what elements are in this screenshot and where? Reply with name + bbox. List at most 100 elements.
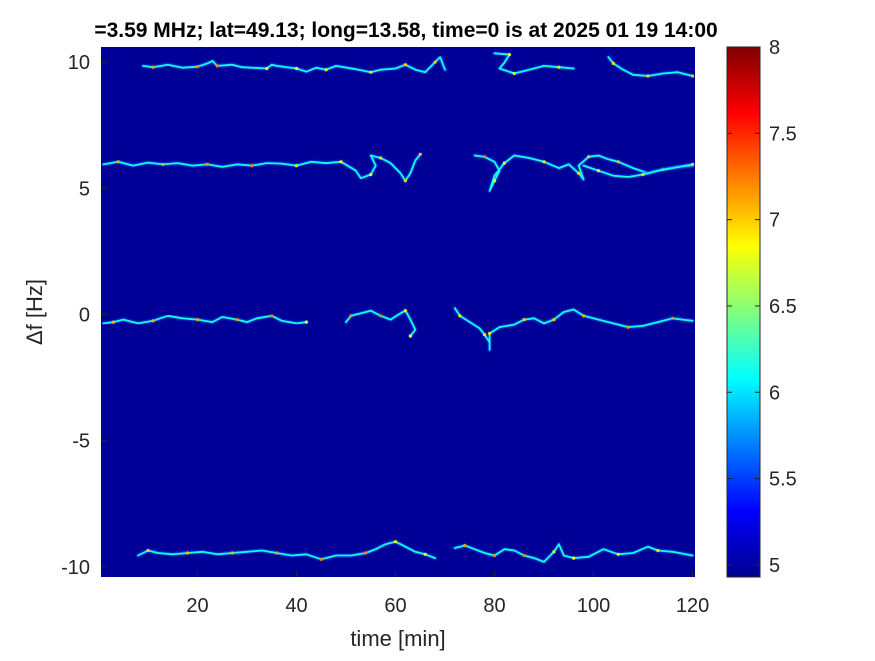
trace-peak — [626, 325, 630, 329]
trace-peak — [195, 318, 200, 322]
trace-peak — [304, 320, 308, 324]
trace-peak — [408, 334, 412, 338]
trace-peak — [690, 74, 695, 78]
trace-peak — [205, 162, 209, 166]
x-tick-label: 100 — [577, 595, 610, 617]
trace-peak — [294, 66, 299, 71]
trace-line — [582, 163, 694, 178]
trace-peak — [403, 179, 407, 183]
x-axis-label: time [min] — [350, 626, 445, 651]
trace-peak — [542, 160, 546, 164]
trace-peak — [230, 551, 234, 555]
trace-peak — [463, 543, 467, 548]
trace-peak — [577, 171, 581, 175]
y-tick-label: 5 — [79, 178, 90, 200]
trace-peak — [512, 71, 516, 76]
trace-peak — [616, 552, 620, 556]
y-tick-label: 10 — [68, 52, 90, 74]
colorbar-tick-label: 6.5 — [769, 296, 797, 318]
trace-peak — [403, 309, 407, 313]
trace-peak — [275, 551, 279, 555]
trace-line — [102, 153, 422, 182]
trace-line — [453, 543, 694, 563]
trace-peak — [324, 68, 328, 72]
plot-area — [101, 47, 695, 577]
trace-peak — [458, 314, 462, 318]
trace-peak — [364, 551, 368, 555]
signal-traces — [101, 51, 695, 564]
trace-peak — [319, 557, 323, 561]
trace-peak — [557, 65, 561, 69]
x-tick-label: 60 — [384, 595, 406, 617]
trace-peak — [656, 548, 660, 553]
trace-peak — [552, 550, 556, 554]
trace-peak — [596, 169, 601, 173]
colorbar-tick-label: 5 — [769, 555, 780, 577]
trace-peak — [250, 164, 254, 168]
trace-peak — [379, 314, 383, 318]
trace-line — [345, 309, 417, 337]
trace-peak — [646, 74, 650, 78]
trace-peak — [379, 156, 383, 160]
trace-peak — [270, 314, 274, 318]
y-tick-label: -10 — [61, 557, 90, 579]
trace-peak — [690, 162, 695, 166]
trace-line — [137, 540, 437, 561]
trace-peak — [483, 155, 487, 159]
trace-peak — [235, 318, 239, 322]
trace-peak — [116, 160, 120, 164]
trace-peak — [349, 314, 353, 318]
colorbar-tick-label: 7.5 — [769, 123, 797, 145]
colorbar-ticks: 5 5.5 6 6.5 7 7.5 8 — [727, 37, 797, 577]
trace-peak — [572, 556, 576, 560]
trace-peak — [552, 318, 556, 322]
x-tick-label: 40 — [285, 595, 307, 617]
colorbar — [726, 46, 761, 578]
trace-peak — [522, 553, 526, 558]
trace-peak — [186, 551, 190, 555]
y-tick-label: 0 — [79, 305, 90, 327]
trace-peak — [265, 66, 269, 71]
trace-peak — [433, 60, 437, 64]
trace-peak — [195, 65, 200, 69]
x-axis: 20 40 60 80 100 120 — [186, 571, 709, 617]
x-tick-label: 120 — [676, 595, 709, 617]
trace-peak — [215, 64, 219, 68]
trace-peak — [507, 53, 511, 57]
trace-peak — [393, 540, 398, 544]
trace-peak — [418, 152, 422, 156]
chart-title: =3.59 MHz; lat=49.13; long=13.58, time=0… — [94, 19, 717, 42]
colorbar-tick-label: 8 — [769, 37, 780, 59]
trace-peak — [483, 333, 487, 337]
trace-peak — [151, 319, 155, 323]
colorbar-tick-label: 6 — [769, 382, 780, 404]
y-axis-label: Δf [Hz] — [22, 279, 47, 345]
y-axis: 10 5 0 -5 -10 — [61, 52, 107, 579]
trace-line — [142, 56, 446, 74]
trace-peak — [522, 318, 526, 322]
trace-peak — [671, 316, 675, 320]
trace-peak — [502, 161, 506, 165]
trace-peak — [641, 172, 645, 177]
trace-peak — [294, 164, 299, 168]
trace-peak — [369, 172, 373, 177]
colorbar-tick-label: 7 — [769, 210, 780, 232]
trace-peak — [369, 70, 373, 74]
trace-peak — [111, 320, 115, 324]
y-tick-label: -5 — [72, 431, 90, 453]
x-tick-label: 80 — [483, 595, 505, 617]
trace-line — [102, 314, 308, 325]
x-tick-label: 20 — [186, 595, 208, 617]
trace-peak — [582, 314, 586, 318]
trace-peak — [616, 160, 620, 164]
trace-peak — [161, 162, 165, 166]
colorbar-tick-label: 5.5 — [769, 469, 797, 491]
trace-peak — [339, 160, 343, 164]
trace-line — [607, 56, 694, 77]
trace-peak — [146, 548, 150, 553]
trace-peak — [488, 331, 492, 336]
trace-peak — [403, 63, 407, 67]
trace-peak — [151, 65, 155, 69]
